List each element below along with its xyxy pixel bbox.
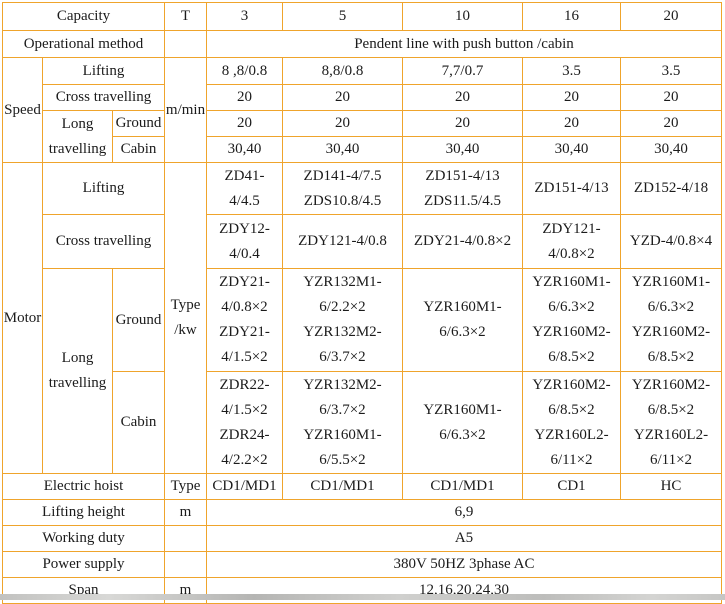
power-supply-value: 380V 50HZ 3phase AC <box>206 551 722 578</box>
motor-lifting-value-3: ZD151-4/13 <box>522 162 621 215</box>
capacity-header-row: Capacity T 3 5 10 16 20 <box>2 2 722 31</box>
power-supply-unit-cell <box>164 551 207 578</box>
working-duty-unit-cell <box>164 525 207 552</box>
operational-method-value: Pendent line with push button /cabin <box>206 30 722 58</box>
motor-cabin-label: Cabin <box>112 371 165 474</box>
speed-unit-cell: m/min <box>164 57 207 163</box>
motor-cabin-value-3: YZR160M2- 6/8.5×2 YZR160L2- 6/11×2 <box>522 371 621 474</box>
speed-group-label: Speed <box>2 57 43 163</box>
capacity-value-16: 16 <box>522 2 621 31</box>
capacity-label-cell: Capacity <box>2 2 165 31</box>
capacity-value-10: 10 <box>402 2 523 31</box>
motor-cabin-value-2: YZR160M1- 6/6.3×2 <box>402 371 523 474</box>
lifting-height-label: Lifting height <box>2 499 165 526</box>
speed-ground-label: Ground <box>112 110 165 137</box>
motor-ground-value-4: YZR160M1- 6/6.3×2 YZR160M2- 6/8.5×2 <box>620 268 722 372</box>
speed-lifting-value-1: 8,8/0.8 <box>282 57 403 85</box>
speed-cross-value-0: 20 <box>206 84 283 111</box>
speed-cross-row: Cross travelling 20 20 20 20 20 <box>3 84 722 111</box>
motor-cross-value-2: ZDY21-4/0.8×2 <box>402 214 523 269</box>
motor-ground-label: Ground <box>112 268 165 372</box>
speed-cabin-value-1: 30,40 <box>282 136 403 163</box>
page-background-strip <box>0 594 725 600</box>
working-duty-value: A5 <box>206 525 722 552</box>
electric-hoist-value-0: CD1/MD1 <box>206 473 283 500</box>
lifting-height-value: 6,9 <box>206 499 722 526</box>
motor-long-travelling-label: Long travelling <box>42 268 113 474</box>
motor-group-label: Motor <box>2 162 43 474</box>
lifting-height-unit-cell: m <box>164 499 207 526</box>
speed-cabin-label: Cabin <box>112 136 165 163</box>
speed-ground-value-2: 20 <box>402 110 523 137</box>
speed-cabin-value-4: 30,40 <box>620 136 722 163</box>
speed-ground-value-3: 20 <box>522 110 621 137</box>
speed-lifting-value-0: 8 ,8/0.8 <box>206 57 283 85</box>
motor-ground-value-3: YZR160M1- 6/6.3×2 YZR160M2- 6/8.5×2 <box>522 268 621 372</box>
electric-hoist-value-1: CD1/MD1 <box>282 473 403 500</box>
motor-lifting-value-1: ZD141-4/7.5 ZDS10.8/4.5 <box>282 162 403 215</box>
electric-hoist-unit-cell: Type <box>164 473 207 500</box>
motor-ground-value-2: YZR160M1- 6/6.3×2 <box>402 268 523 372</box>
motor-cross-label: Cross travelling <box>42 214 165 269</box>
motor-lifting-label: Lifting <box>42 162 165 215</box>
speed-ground-row: Long travelling Ground 20 20 20 20 20 <box>3 110 722 163</box>
motor-cross-value-3: ZDY121- 4/0.8×2 <box>522 214 621 269</box>
motor-ground-value-1: YZR132M1- 6/2.2×2 YZR132M2- 6/3.7×2 <box>282 268 403 372</box>
speed-cross-value-2: 20 <box>402 84 523 111</box>
motor-cross-value-1: ZDY121-4/0.8 <box>282 214 403 269</box>
electric-hoist-label: Electric hoist <box>2 473 165 500</box>
speed-cabin-value-3: 30,40 <box>522 136 621 163</box>
speed-cross-value-4: 20 <box>620 84 722 111</box>
electric-hoist-row: Electric hoist Type CD1/MD1 CD1/MD1 CD1/… <box>2 473 722 500</box>
speed-long-travelling-label: Long travelling <box>42 110 113 163</box>
capacity-value-5: 5 <box>282 2 403 31</box>
speed-lifting-value-2: 7,7/0.7 <box>402 57 523 85</box>
power-supply-row: Power supply 380V 50HZ 3phase AC <box>2 551 722 578</box>
working-duty-row: Working duty A5 <box>2 525 722 552</box>
speed-lifting-value-4: 3.5 <box>620 57 722 85</box>
speed-lifting-row: Speed Lifting m/min 8 ,8/0.8 8,8/0.8 7,7… <box>2 57 722 163</box>
speed-cross-value-3: 20 <box>522 84 621 111</box>
motor-cabin-value-4: YZR160M2- 6/8.5×2 YZR160L2- 6/11×2 <box>620 371 722 474</box>
speed-cabin-value-2: 30,40 <box>402 136 523 163</box>
speed-cabin-row: Cabin 30,40 30,40 30,40 30,40 30,40 <box>3 136 722 163</box>
speed-lifting-label: Lifting <box>42 57 165 85</box>
motor-lifting-row: Motor Lifting Type /kw ZD41- 4/4.5 ZD141… <box>2 162 722 474</box>
operational-method-unit-cell <box>164 30 207 58</box>
motor-cross-row: Cross travelling ZDY12- 4/0.4 ZDY121-4/0… <box>3 214 722 269</box>
speed-ground-value-0: 20 <box>206 110 283 137</box>
motor-unit-cell: Type /kw <box>164 162 207 474</box>
speed-cross-value-1: 20 <box>282 84 403 111</box>
electric-hoist-value-2: CD1/MD1 <box>402 473 523 500</box>
motor-lifting-value-2: ZD151-4/13 ZDS11.5/4.5 <box>402 162 523 215</box>
capacity-value-20: 20 <box>620 2 722 31</box>
speed-cross-label: Cross travelling <box>42 84 165 111</box>
motor-ground-value-0: ZDY21- 4/0.8×2 ZDY21- 4/1.5×2 <box>206 268 283 372</box>
operational-method-label: Operational method <box>2 30 165 58</box>
speed-ground-value-4: 20 <box>620 110 722 137</box>
motor-ground-row: Long travelling Ground ZDY21- 4/0.8×2 ZD… <box>3 268 722 474</box>
motor-cross-value-4: YZD-4/0.8×4 <box>620 214 722 269</box>
lifting-height-row: Lifting height m 6,9 <box>2 499 722 526</box>
motor-cabin-value-1: YZR132M2- 6/3.7×2 YZR160M1- 6/5.5×2 <box>282 371 403 474</box>
capacity-unit-cell: T <box>164 2 207 31</box>
motor-lifting-value-0: ZD41- 4/4.5 <box>206 162 283 215</box>
electric-hoist-value-3: CD1 <box>522 473 621 500</box>
electric-hoist-value-4: HC <box>620 473 722 500</box>
working-duty-label: Working duty <box>2 525 165 552</box>
capacity-value-3: 3 <box>206 2 283 31</box>
motor-cabin-value-0: ZDR22- 4/1.5×2 ZDR24- 4/2.2×2 <box>206 371 283 474</box>
motor-lifting-value-4: ZD152-4/18 <box>620 162 722 215</box>
speed-lifting-value-3: 3.5 <box>522 57 621 85</box>
power-supply-label: Power supply <box>2 551 165 578</box>
motor-cross-value-0: ZDY12- 4/0.4 <box>206 214 283 269</box>
speed-cabin-value-0: 30,40 <box>206 136 283 163</box>
speed-ground-value-1: 20 <box>282 110 403 137</box>
operational-method-row: Operational method Pendent line with pus… <box>2 30 722 58</box>
